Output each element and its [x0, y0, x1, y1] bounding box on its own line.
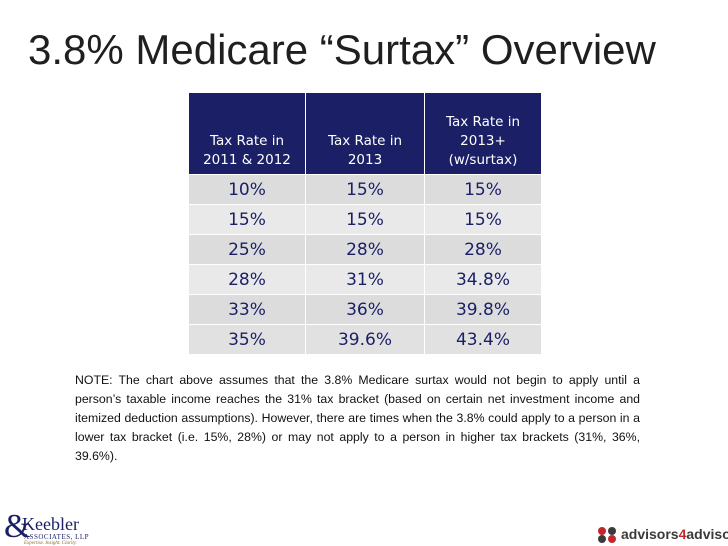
table-cell: 34.8% [425, 265, 541, 294]
table-row: 35% 39.6% 43.4% [189, 325, 541, 354]
table-row: 28% 31% 34.8% [189, 265, 541, 294]
table-cell: 15% [306, 205, 424, 234]
logo-subtitle: ASSOCIATES, LLP [24, 533, 90, 541]
advisors4advisors-logo: advisors4advisors [597, 526, 728, 544]
logo-tagline: Expertise. Insight. Clarity. [24, 541, 77, 546]
table-cell: 28% [189, 265, 305, 294]
slide-title: 3.8% Medicare “Surtax” Overview [28, 26, 656, 73]
table-cell: 25% [189, 235, 305, 264]
table-cell: 33% [189, 295, 305, 324]
column-header-2011-2012: Tax Rate in 2011 & 2012 [189, 93, 305, 174]
table-cell: 43.4% [425, 325, 541, 354]
table-cell: 28% [425, 235, 541, 264]
table-cell: 15% [306, 175, 424, 204]
table-cell: 15% [189, 205, 305, 234]
table-cell: 39.6% [306, 325, 424, 354]
table-row: 15% 15% 15% [189, 205, 541, 234]
table-row: 25% 28% 28% [189, 235, 541, 264]
tax-rate-table: Tax Rate in 2011 & 2012 Tax Rate in 2013… [188, 92, 542, 355]
footnote: NOTE: The chart above assumes that the 3… [75, 373, 640, 463]
table-cell: 31% [306, 265, 424, 294]
logo-wordmark: advisors4advisors [621, 526, 728, 542]
table-cell: 39.8% [425, 295, 541, 324]
column-header-2013-surtax: Tax Rate in 2013+ (w/surtax) [425, 93, 541, 174]
column-header-2013: Tax Rate in 2013 [306, 93, 424, 174]
keebler-associates-logo: & Keebler ASSOCIATES, LLP Expertise. Ins… [4, 508, 94, 546]
table-cell: 10% [189, 175, 305, 204]
table-cell: 35% [189, 325, 305, 354]
logo-name: Keebler [22, 514, 79, 534]
table-row: 10% 15% 15% [189, 175, 541, 204]
table-cell: 36% [306, 295, 424, 324]
advisors4advisors-mark-icon [598, 527, 616, 543]
table-cell: 15% [425, 175, 541, 204]
logo-ampersand: & [4, 508, 31, 545]
table-row: 33% 36% 39.8% [189, 295, 541, 324]
table-cell: 28% [306, 235, 424, 264]
table-cell: 15% [425, 205, 541, 234]
